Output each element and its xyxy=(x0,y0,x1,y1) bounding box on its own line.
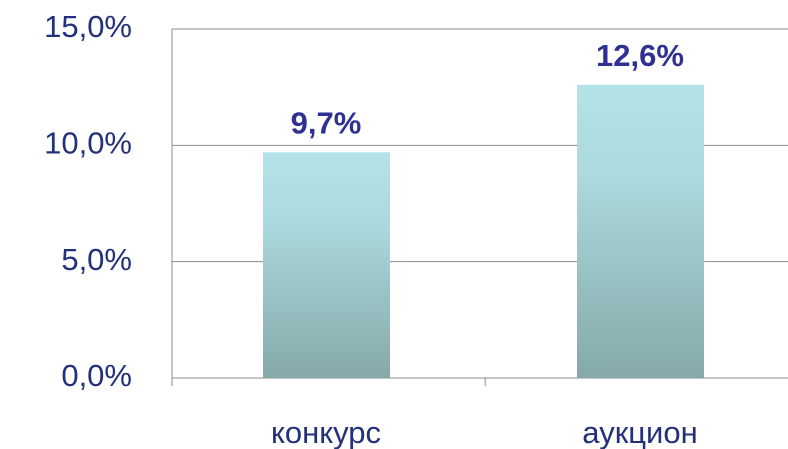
bar xyxy=(263,152,390,378)
y-tick-label: 5,0% xyxy=(61,242,132,277)
y-tick-label: 15,0% xyxy=(44,9,132,44)
y-tick-label: 10,0% xyxy=(44,126,132,161)
bar xyxy=(577,84,704,378)
x-tick-label: конкурс xyxy=(271,415,381,449)
y-tick-label: 0,0% xyxy=(61,358,132,393)
x-tick-label: аукцион xyxy=(582,415,697,449)
value-label: 9,7% xyxy=(291,106,362,141)
value-label: 12,6% xyxy=(596,38,684,73)
